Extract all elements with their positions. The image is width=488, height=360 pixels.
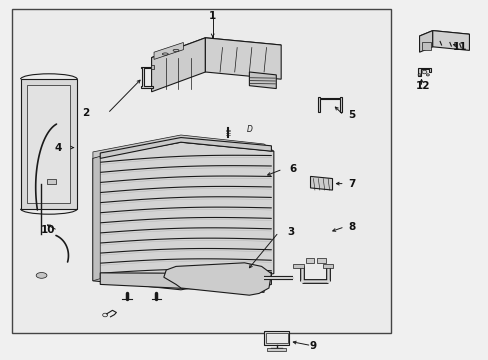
Polygon shape [249, 72, 276, 89]
Ellipse shape [162, 53, 168, 55]
Polygon shape [205, 38, 281, 79]
Text: 7: 7 [347, 179, 355, 189]
Polygon shape [154, 42, 183, 59]
Text: 5: 5 [348, 110, 355, 120]
Ellipse shape [417, 74, 420, 76]
Polygon shape [310, 176, 332, 190]
Bar [316, 258, 325, 263]
Bar [293, 264, 304, 268]
Ellipse shape [173, 49, 179, 51]
Polygon shape [100, 138, 271, 158]
Bar [264, 331, 289, 345]
Bar [322, 264, 333, 268]
Ellipse shape [36, 273, 47, 278]
Bar [421, 42, 430, 50]
Text: 10: 10 [41, 225, 55, 235]
Bar [47, 179, 56, 184]
Ellipse shape [421, 70, 426, 74]
Polygon shape [20, 79, 77, 209]
Polygon shape [419, 31, 468, 40]
Polygon shape [93, 156, 100, 281]
Polygon shape [141, 67, 152, 88]
Polygon shape [163, 263, 271, 295]
Polygon shape [150, 65, 154, 69]
Bar [305, 258, 314, 263]
Polygon shape [151, 38, 281, 65]
Text: 8: 8 [348, 222, 355, 232]
Text: 6: 6 [289, 164, 296, 174]
Text: 11: 11 [451, 42, 466, 52]
Ellipse shape [426, 74, 428, 76]
Text: 1: 1 [209, 11, 216, 21]
Text: 4: 4 [54, 143, 61, 153]
Polygon shape [317, 97, 342, 112]
Bar [265, 333, 287, 343]
Text: 9: 9 [309, 341, 316, 351]
Text: D: D [246, 125, 252, 134]
Polygon shape [93, 135, 273, 158]
Polygon shape [419, 31, 432, 52]
Polygon shape [151, 38, 205, 92]
Text: 3: 3 [287, 227, 294, 237]
Polygon shape [100, 272, 271, 292]
Polygon shape [417, 68, 430, 76]
Bar [12, 9, 390, 333]
Polygon shape [93, 142, 273, 290]
Text: 2: 2 [82, 108, 89, 118]
Bar [267, 348, 285, 351]
Bar [27, 85, 70, 203]
Text: 12: 12 [415, 81, 429, 91]
Polygon shape [432, 31, 468, 50]
